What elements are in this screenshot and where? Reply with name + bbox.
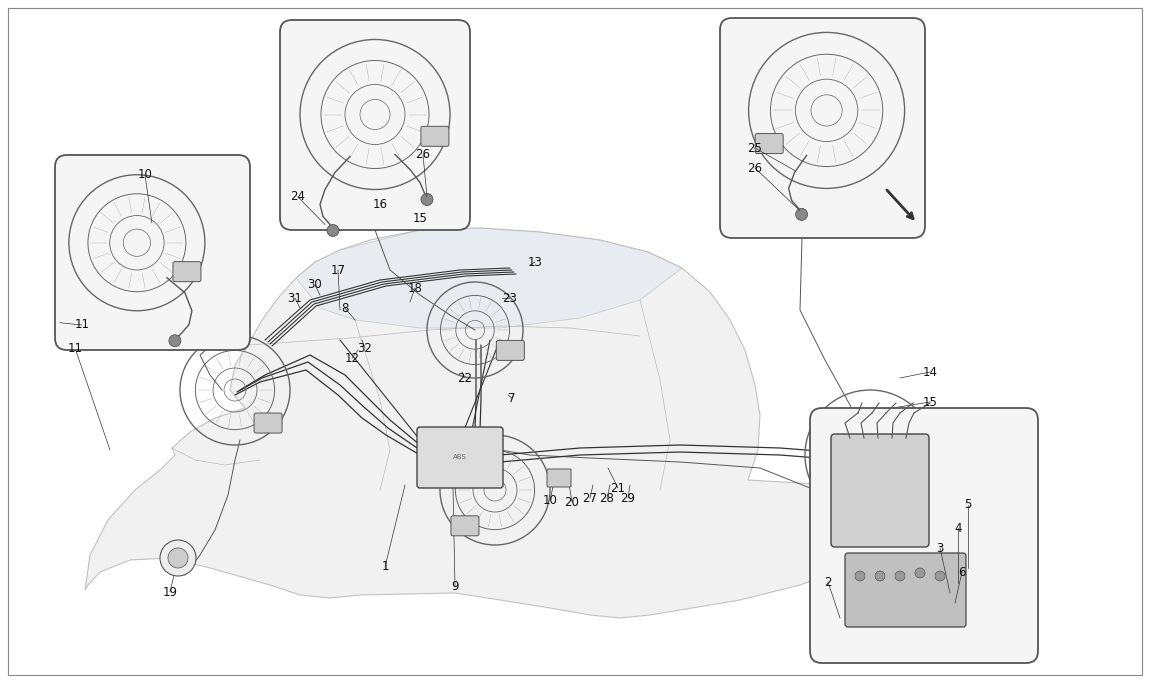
- FancyBboxPatch shape: [547, 469, 572, 487]
- Text: 9: 9: [451, 581, 459, 594]
- Text: 7: 7: [508, 391, 515, 404]
- Text: 17: 17: [330, 264, 345, 277]
- Text: 21: 21: [611, 482, 626, 494]
- Text: 1: 1: [382, 561, 389, 574]
- Text: 26: 26: [415, 148, 430, 161]
- Circle shape: [895, 571, 905, 581]
- FancyBboxPatch shape: [831, 434, 929, 547]
- Text: 18: 18: [407, 281, 422, 294]
- Circle shape: [168, 548, 187, 568]
- FancyBboxPatch shape: [421, 126, 448, 146]
- Text: 23: 23: [503, 292, 518, 305]
- Text: 12: 12: [345, 352, 360, 365]
- Text: 31: 31: [288, 292, 302, 305]
- FancyBboxPatch shape: [845, 553, 966, 627]
- Circle shape: [935, 571, 945, 581]
- Text: 4: 4: [954, 522, 961, 535]
- Text: 20: 20: [565, 495, 580, 509]
- FancyBboxPatch shape: [417, 427, 503, 488]
- Polygon shape: [85, 228, 950, 618]
- Text: 24: 24: [291, 191, 306, 204]
- Text: 14: 14: [922, 365, 937, 378]
- Text: 11: 11: [68, 342, 83, 354]
- Text: 16: 16: [373, 199, 388, 212]
- FancyBboxPatch shape: [254, 413, 282, 433]
- Text: 28: 28: [599, 492, 614, 505]
- FancyBboxPatch shape: [810, 408, 1038, 663]
- FancyBboxPatch shape: [720, 18, 925, 238]
- Text: 10: 10: [138, 169, 153, 182]
- Text: 11: 11: [75, 318, 90, 331]
- Text: 22: 22: [458, 372, 473, 385]
- Text: 25: 25: [748, 141, 762, 154]
- FancyBboxPatch shape: [828, 493, 857, 513]
- FancyBboxPatch shape: [172, 262, 201, 281]
- FancyBboxPatch shape: [279, 20, 470, 230]
- Text: 5: 5: [965, 499, 972, 512]
- FancyBboxPatch shape: [451, 516, 478, 535]
- Polygon shape: [296, 228, 682, 328]
- Circle shape: [327, 225, 339, 236]
- Text: 2: 2: [825, 576, 831, 589]
- Circle shape: [169, 335, 181, 347]
- FancyBboxPatch shape: [55, 155, 250, 350]
- Circle shape: [421, 193, 434, 206]
- Circle shape: [915, 568, 925, 578]
- Text: 27: 27: [583, 492, 598, 505]
- Text: ABS: ABS: [453, 454, 467, 460]
- Text: 29: 29: [621, 492, 636, 505]
- FancyBboxPatch shape: [756, 134, 783, 154]
- Circle shape: [160, 540, 196, 576]
- Circle shape: [796, 208, 807, 221]
- Text: 8: 8: [342, 301, 348, 314]
- Text: 6: 6: [958, 566, 966, 579]
- Text: 19: 19: [162, 585, 177, 598]
- Text: 10: 10: [543, 494, 558, 507]
- Text: 30: 30: [308, 279, 322, 292]
- Circle shape: [854, 571, 865, 581]
- Text: 15: 15: [922, 395, 937, 408]
- Circle shape: [875, 571, 886, 581]
- Text: 13: 13: [528, 255, 543, 268]
- Text: 26: 26: [748, 161, 762, 174]
- Text: 15: 15: [413, 212, 428, 225]
- Text: 3: 3: [936, 542, 944, 555]
- Text: 32: 32: [358, 342, 373, 354]
- FancyBboxPatch shape: [497, 340, 524, 361]
